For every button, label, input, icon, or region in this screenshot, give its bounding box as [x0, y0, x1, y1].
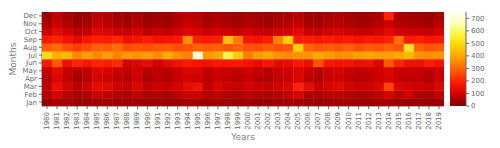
svg-text:1987: 1987 [113, 112, 121, 130]
svg-text:100: 100 [471, 90, 484, 98]
svg-text:2015: 2015 [395, 112, 403, 130]
svg-text:2005: 2005 [294, 112, 302, 130]
svg-text:500: 500 [471, 40, 484, 48]
svg-text:1995: 1995 [194, 112, 202, 130]
svg-text:1994: 1994 [184, 111, 192, 129]
svg-text:1990: 1990 [144, 112, 152, 130]
svg-text:2009: 2009 [334, 112, 342, 130]
svg-text:2004: 2004 [284, 111, 292, 129]
svg-text:2000: 2000 [244, 112, 252, 130]
svg-text:Jan: Jan [25, 99, 37, 107]
svg-text:1983: 1983 [73, 112, 81, 130]
svg-text:1986: 1986 [103, 111, 111, 129]
svg-text:Aug: Aug [23, 44, 37, 52]
svg-text:1985: 1985 [93, 112, 101, 130]
svg-text:0: 0 [471, 102, 475, 110]
svg-text:1984: 1984 [83, 111, 91, 129]
svg-text:1993: 1993 [174, 112, 182, 130]
svg-text:1997: 1997 [214, 112, 222, 130]
svg-text:300: 300 [471, 65, 484, 73]
svg-text:Nov: Nov [23, 20, 37, 28]
svg-text:600: 600 [471, 27, 484, 35]
svg-text:1980: 1980 [43, 112, 51, 130]
svg-text:Years: Years [230, 132, 255, 140]
svg-text:2016: 2016 [405, 111, 413, 129]
svg-text:700: 700 [471, 15, 484, 23]
svg-text:2017: 2017 [415, 112, 423, 130]
svg-text:1981: 1981 [53, 112, 61, 130]
svg-text:2001: 2001 [254, 112, 262, 130]
svg-text:1992: 1992 [164, 112, 172, 130]
svg-text:2019: 2019 [435, 112, 443, 130]
svg-text:Apr: Apr [25, 75, 37, 83]
svg-text:2008: 2008 [324, 112, 332, 130]
svg-text:Feb: Feb [25, 91, 38, 99]
svg-text:1989: 1989 [133, 112, 141, 130]
svg-text:1998: 1998 [224, 112, 232, 130]
svg-text:Mar: Mar [24, 83, 37, 91]
svg-text:1991: 1991 [154, 112, 162, 130]
svg-text:2012: 2012 [365, 112, 373, 130]
svg-text:2011: 2011 [355, 112, 363, 130]
svg-text:Dec: Dec [23, 12, 37, 20]
svg-text:2014: 2014 [385, 111, 393, 129]
svg-text:1999: 1999 [234, 112, 242, 130]
svg-text:1988: 1988 [123, 112, 131, 130]
svg-text:2018: 2018 [425, 112, 433, 130]
svg-text:1982: 1982 [63, 112, 71, 130]
svg-text:1996: 1996 [204, 111, 212, 129]
svg-text:2007: 2007 [314, 112, 322, 130]
svg-text:May: May [23, 67, 37, 75]
svg-text:200: 200 [471, 77, 484, 85]
svg-text:2013: 2013 [375, 112, 383, 130]
svg-text:2002: 2002 [264, 112, 272, 130]
svg-text:Months: Months [8, 42, 18, 75]
svg-text:Oct: Oct [25, 28, 37, 36]
svg-text:2010: 2010 [345, 112, 353, 130]
svg-text:Sep: Sep [24, 36, 38, 44]
svg-text:Jul: Jul [28, 52, 38, 60]
svg-text:2006: 2006 [304, 111, 312, 129]
svg-text:2003: 2003 [274, 112, 282, 130]
svg-text:400: 400 [471, 52, 484, 60]
svg-text:Jun: Jun [25, 59, 37, 67]
